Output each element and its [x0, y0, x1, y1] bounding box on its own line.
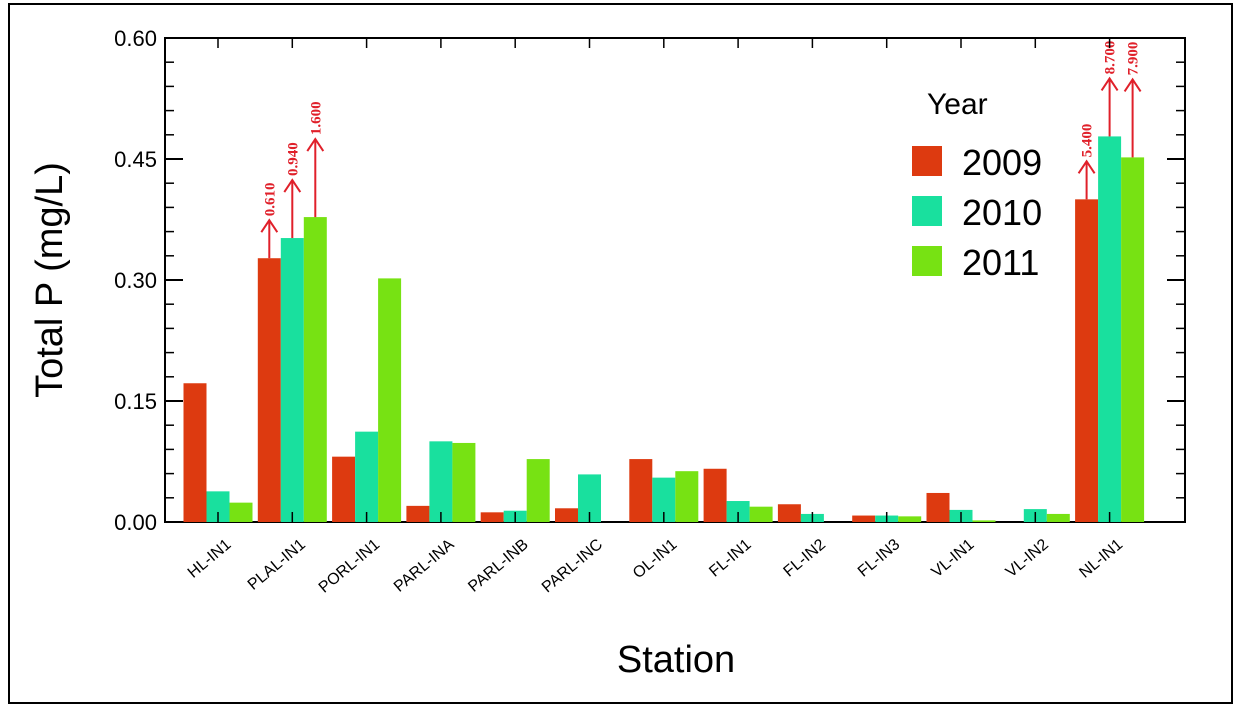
bars-group: [183, 136, 1145, 523]
x-tick-label: PLAL-IN1: [245, 536, 309, 594]
y-tick-label: 0.60: [114, 26, 157, 51]
annotation-arrow-head: [260, 218, 279, 233]
bar-2009-parl-inc: [555, 508, 578, 522]
legend-swatch-2010: [912, 196, 942, 226]
annotation-label: 0.940: [285, 142, 301, 176]
x-tick-label: HL-IN1: [185, 536, 235, 582]
bar-2009-porl-in1: [332, 456, 356, 522]
bar-2009-hl-in1: [183, 383, 207, 522]
annotation-label: 0.610: [262, 182, 278, 216]
y-axis-title: Total P (mg/L): [29, 162, 71, 398]
bar-2010-fl-in1: [726, 501, 750, 522]
annotation-label: 8.700: [1103, 41, 1119, 75]
y-tick-label: 0.30: [114, 268, 157, 293]
x-tick-label: PARL-INC: [539, 536, 606, 596]
annotation-arrow-head: [1123, 77, 1142, 92]
bar-2011-vl-in2: [1046, 513, 1070, 522]
bar-2010-plal-in1: [280, 238, 304, 522]
bar-2009-fl-in2: [777, 504, 801, 522]
bar-2009-plal-in1: [257, 258, 281, 522]
annotation-arrow-head: [306, 137, 325, 152]
x-tick-label: PARL-INB: [465, 536, 532, 596]
bar-2011-parl-inb: [526, 459, 550, 522]
x-tick-label: OL-IN1: [630, 536, 681, 582]
bar-2010-nl-in1: [1098, 136, 1122, 522]
x-tick-label: VL-IN2: [1003, 536, 1052, 581]
legend-label-2011: 2011: [962, 242, 1039, 283]
bar-2009-fl-in3: [852, 515, 876, 522]
y-tick-label: 0.00: [114, 510, 157, 535]
bar-2010-ol-in1: [652, 477, 676, 522]
bar-2010-parl-ina: [429, 441, 453, 522]
legend: Year 2009 2010 2011: [912, 88, 1042, 283]
x-tick-label: FL-IN3: [855, 536, 903, 581]
y-tick-label: 0.45: [114, 147, 157, 172]
legend-label-2009: 2009: [962, 142, 1042, 183]
bar-2009-nl-in1: [1075, 199, 1099, 523]
bar-2009-vl-in1: [926, 492, 950, 522]
annotation-label: 5.400: [1080, 124, 1096, 158]
legend-swatch-2009: [912, 146, 942, 176]
bar-2011-nl-in1: [1121, 157, 1145, 523]
x-tick-label: PORL-IN1: [316, 536, 384, 597]
bar-2011-vl-in1: [972, 520, 996, 522]
bar-2010-porl-in1: [355, 431, 379, 522]
bar-2010-parl-inc: [578, 474, 601, 522]
annotation-arrow-head: [1077, 159, 1096, 174]
bar-2011-hl-in1: [229, 502, 253, 522]
y-axis: 0.00 0.15 0.30 0.45 0.60: [114, 26, 1185, 535]
bar-2011-parl-ina: [452, 442, 476, 522]
legend-title: Year: [927, 88, 988, 121]
annotation-arrow-head: [283, 178, 302, 193]
y-tick-label: 0.15: [114, 389, 157, 414]
x-tick-label: NL-IN1: [1076, 536, 1126, 582]
bar-2010-hl-in1: [206, 491, 230, 522]
bar-2011-ol-in1: [675, 471, 699, 522]
x-tick-label: PARL-INA: [391, 536, 458, 596]
bar-2009-fl-in1: [703, 468, 727, 522]
bar-2009-parl-inb: [480, 512, 504, 522]
bar-2009-parl-ina: [406, 505, 430, 522]
bar-2011-plal-in1: [303, 217, 327, 522]
legend-label-2010: 2010: [962, 192, 1042, 233]
chart-frame: [8, 3, 1233, 704]
x-axis-title: Station: [617, 639, 735, 681]
annotations-group: 0.610 0.940 1.600 5.400 8.700 7.900: [260, 41, 1142, 259]
x-tick-label: FL-IN1: [706, 536, 754, 581]
annotation-label: 1.600: [308, 101, 324, 135]
x-tick-label: VL-IN1: [928, 536, 977, 581]
annotation-label: 7.900: [1126, 42, 1142, 76]
annotation-arrow-head: [1100, 76, 1119, 91]
bar-2009-ol-in1: [629, 459, 653, 522]
bar-2011-fl-in3: [898, 516, 922, 522]
legend-swatch-2011: [912, 246, 942, 276]
x-tick-label: FL-IN2: [781, 536, 829, 581]
bar-2011-porl-in1: [378, 278, 402, 522]
bar-2011-fl-in1: [749, 506, 773, 522]
